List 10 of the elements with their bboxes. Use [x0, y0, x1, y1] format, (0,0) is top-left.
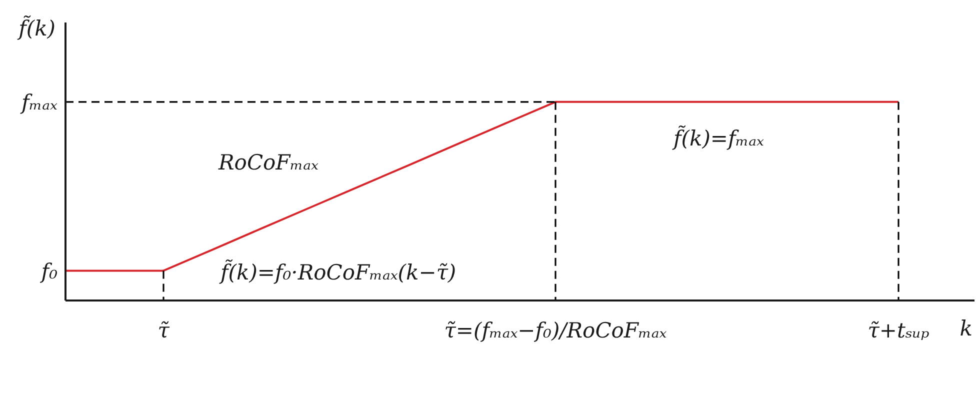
- x-axis-title: k: [960, 316, 973, 340]
- x-tick-label: τ̃=(fₘₐₓ−f₀)/RoCoFₘₐₓ: [444, 318, 668, 342]
- annotation: RoCoFₘₐₓ: [218, 150, 319, 174]
- annotation: fₘₐₓ: [20, 90, 58, 114]
- x-tick-label: τ̃+tₛᵤₚ: [868, 318, 930, 342]
- annotation: f̃(k)=f₀·RoCoFₘₐₓ(k−τ̃): [218, 258, 456, 284]
- y-axis-title: f̃(k): [16, 14, 56, 40]
- x-tick-label: τ̃: [158, 318, 170, 342]
- annotation: f₀: [39, 260, 58, 284]
- annotation: f̃(k)=fₘₐₓ: [672, 124, 765, 150]
